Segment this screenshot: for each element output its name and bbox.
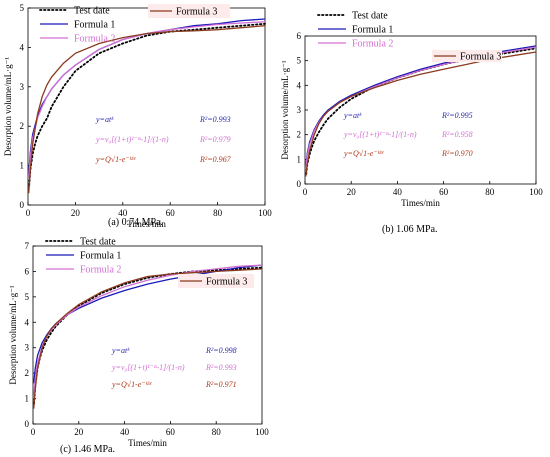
x-tick-label: 20 — [347, 187, 357, 197]
panel-caption: (a) 0.74 MPa. — [108, 217, 163, 228]
y-tick-label: 2 — [20, 121, 25, 131]
equation-r2: R²=0.993 — [205, 363, 237, 372]
x-tick-label: 0 — [303, 187, 308, 197]
y-tick-label: 3 — [297, 105, 302, 115]
equation-formula: y=atᵏ — [95, 115, 114, 124]
plot-frame — [32, 245, 263, 425]
equation-r2: R²=0.971 — [205, 380, 237, 389]
x-axis-label: Times/min — [128, 438, 167, 448]
series-line-test-date — [28, 22, 266, 187]
y-tick-label: 5 — [25, 292, 30, 302]
legend-label: Formula 1 — [80, 251, 121, 262]
y-tick-label: 1 — [20, 161, 25, 171]
x-tick-label: 60 — [166, 208, 176, 218]
panel-caption: (b) 1.06 MPa. — [382, 224, 438, 235]
y-tick-label: 3 — [20, 82, 25, 92]
y-tick-label: 0 — [25, 419, 30, 429]
x-tick-label: 80 — [212, 427, 222, 437]
x-tick-label: 40 — [393, 187, 403, 197]
series-line-formula-3 — [305, 51, 537, 177]
y-tick-label: 6 — [297, 31, 302, 41]
legend-label: Formula 3 — [460, 52, 501, 63]
legend-formula3-box — [148, 4, 230, 18]
y-tick-label: 4 — [20, 42, 25, 52]
equation-r2: R²=0.958 — [441, 130, 473, 139]
x-tick-label: 20 — [74, 427, 84, 437]
x-tick-label: 80 — [213, 208, 223, 218]
y-tick-label: 6 — [25, 266, 30, 276]
equation-r2: R²=0.993 — [199, 115, 231, 124]
series-line-formula-1 — [33, 264, 263, 384]
y-tick-label: 2 — [25, 368, 30, 378]
equation-formula: y=v₀[(1+t)¹⁻ⁿ-1]/(1-n) — [95, 135, 169, 144]
x-tick-label: 80 — [485, 187, 495, 197]
series-line-formula-3 — [33, 268, 263, 409]
y-tick-label: 7 — [25, 241, 30, 251]
x-tick-label: 0 — [31, 427, 36, 437]
equation-formula: y=v₀[(1+t)¹⁻ⁿ-1]/(1-n) — [111, 363, 185, 372]
chart-panel-3: 0 20 40 60 80 100 0 1 2 3 4 5 6 7 Times/min Desorption … — [8, 237, 269, 456]
legend-label: Formula 2 — [80, 265, 121, 276]
equation-formula: y=v₀[(1+t)¹⁻ⁿ-1]/(1-n) — [343, 130, 417, 139]
legend-label: Test date — [74, 6, 110, 17]
y-axis-label: Desorption volume/mL·g⁻¹ — [3, 57, 13, 156]
equation-r2: R²=0.995 — [441, 111, 473, 120]
y-axis-label: Desorption volume/mL·g⁻¹ — [280, 60, 290, 159]
y-tick-label: 0 — [297, 179, 302, 189]
y-tick-label: 5 — [297, 56, 302, 66]
legend-label: Test date — [80, 237, 116, 248]
y-axis-label: Desorption volume/mL·g⁻¹ — [8, 285, 18, 384]
x-tick-label: 40 — [120, 427, 130, 437]
legend-formula3-box — [178, 274, 254, 288]
legend-label: Formula 3 — [206, 277, 247, 288]
series-line-formula-1 — [28, 18, 266, 174]
series-line-formula-2 — [305, 46, 537, 170]
x-tick-label: 100 — [258, 208, 272, 218]
equation-formula: y=atᵏ — [343, 111, 362, 120]
y-tick-label: 1 — [297, 154, 302, 164]
equation-r2: R²=0.967 — [199, 155, 232, 164]
legend-label: Formula 1 — [74, 20, 115, 31]
legend-label: Formula 3 — [176, 7, 217, 18]
y-tick-label: 4 — [25, 317, 30, 327]
equation-r2: R²=0.998 — [205, 346, 237, 355]
x-tick-label: 60 — [166, 427, 176, 437]
equation-r2: R²=0.970 — [441, 149, 473, 158]
x-axis-label: Times/min — [401, 198, 440, 208]
legend-label: Formula 2 — [74, 34, 115, 45]
x-tick-label: 20 — [71, 208, 81, 218]
x-tick-label: 0 — [26, 208, 31, 218]
y-tick-label: 2 — [297, 130, 302, 140]
y-tick-label: 1 — [25, 394, 30, 404]
y-tick-label: 3 — [25, 343, 30, 353]
panel-caption: (c) 1.46 MPa. — [60, 444, 115, 455]
series-line-test-date — [305, 47, 537, 175]
equation-formula: y=Q√1-e⁻ᵏᵇᵗ — [111, 380, 152, 389]
y-tick-label: 4 — [297, 80, 302, 90]
chart-panel-2: 0 20 40 60 80 100 0 1 2 3 4 5 6 Times/min Desorption v… — [280, 11, 543, 236]
y-tick-label: 0 — [20, 200, 25, 210]
equation-formula: y=Q√1-e⁻ᵏᵇᵗ — [343, 149, 384, 158]
legend-label: Formula 2 — [352, 39, 393, 50]
equation-formula: y=Q√1-e⁻ᵏᵇᵗ — [95, 155, 136, 164]
legend-label: Test date — [352, 11, 388, 22]
equation-formula: y=atᵏ — [111, 346, 130, 355]
y-tick-label: 5 — [20, 3, 25, 13]
equation-r2: R²=0.979 — [199, 135, 231, 144]
legend-formula3-box — [432, 50, 502, 62]
x-tick-label: 100 — [255, 427, 269, 437]
x-tick-label: 60 — [439, 187, 449, 197]
x-axis-label: Times/min — [127, 219, 166, 229]
legend-label: Formula 1 — [352, 25, 393, 36]
plot-frame — [27, 7, 266, 206]
series-line-formula-3 — [28, 25, 266, 194]
x-tick-label: 100 — [529, 187, 543, 197]
x-tick-label: 40 — [118, 208, 128, 218]
chart-panel-1: 0 20 40 60 80 100 0 1 2 3 4 5 Times/min Desorption vo… — [3, 3, 272, 229]
